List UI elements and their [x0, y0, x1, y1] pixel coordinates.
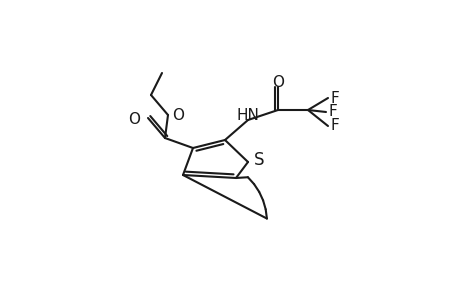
Text: HN: HN [236, 108, 259, 123]
Text: O: O [128, 112, 140, 128]
Text: F: F [328, 104, 337, 119]
Text: F: F [330, 91, 339, 106]
Text: F: F [330, 118, 339, 134]
Text: O: O [271, 75, 283, 90]
Text: O: O [172, 107, 184, 122]
Text: S: S [253, 151, 264, 169]
